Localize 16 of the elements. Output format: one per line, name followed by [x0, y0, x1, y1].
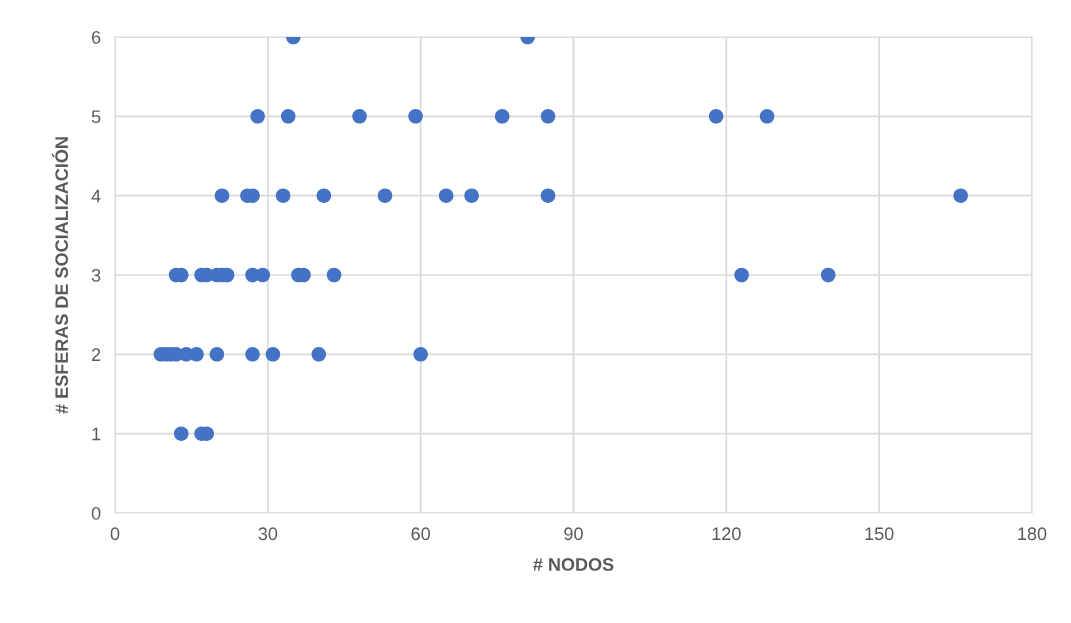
x-tick-label: 30: [258, 527, 278, 541]
y-tick-label: 4: [91, 189, 101, 203]
y-tick-label: 1: [92, 427, 101, 441]
x-tick-label: 90: [564, 527, 583, 541]
y-axis-title: # ESFERAS DE SOCIALIZACIÓN: [51, 137, 69, 414]
y-tick-label: 0: [91, 506, 101, 520]
x-tick-label: 120: [712, 527, 741, 541]
y-tick-label: 3: [91, 268, 101, 282]
x-tick-label: 60: [411, 527, 430, 541]
y-tick-label: 6: [91, 30, 101, 44]
x-axis-title: # NODOS: [533, 558, 614, 571]
x-tick-label: 180: [1018, 527, 1047, 541]
x-tick-label: 0: [110, 527, 120, 541]
y-tick-label: 2: [91, 348, 101, 361]
y-tick-label: 5: [91, 110, 101, 124]
x-tick-label: 150: [865, 527, 894, 541]
